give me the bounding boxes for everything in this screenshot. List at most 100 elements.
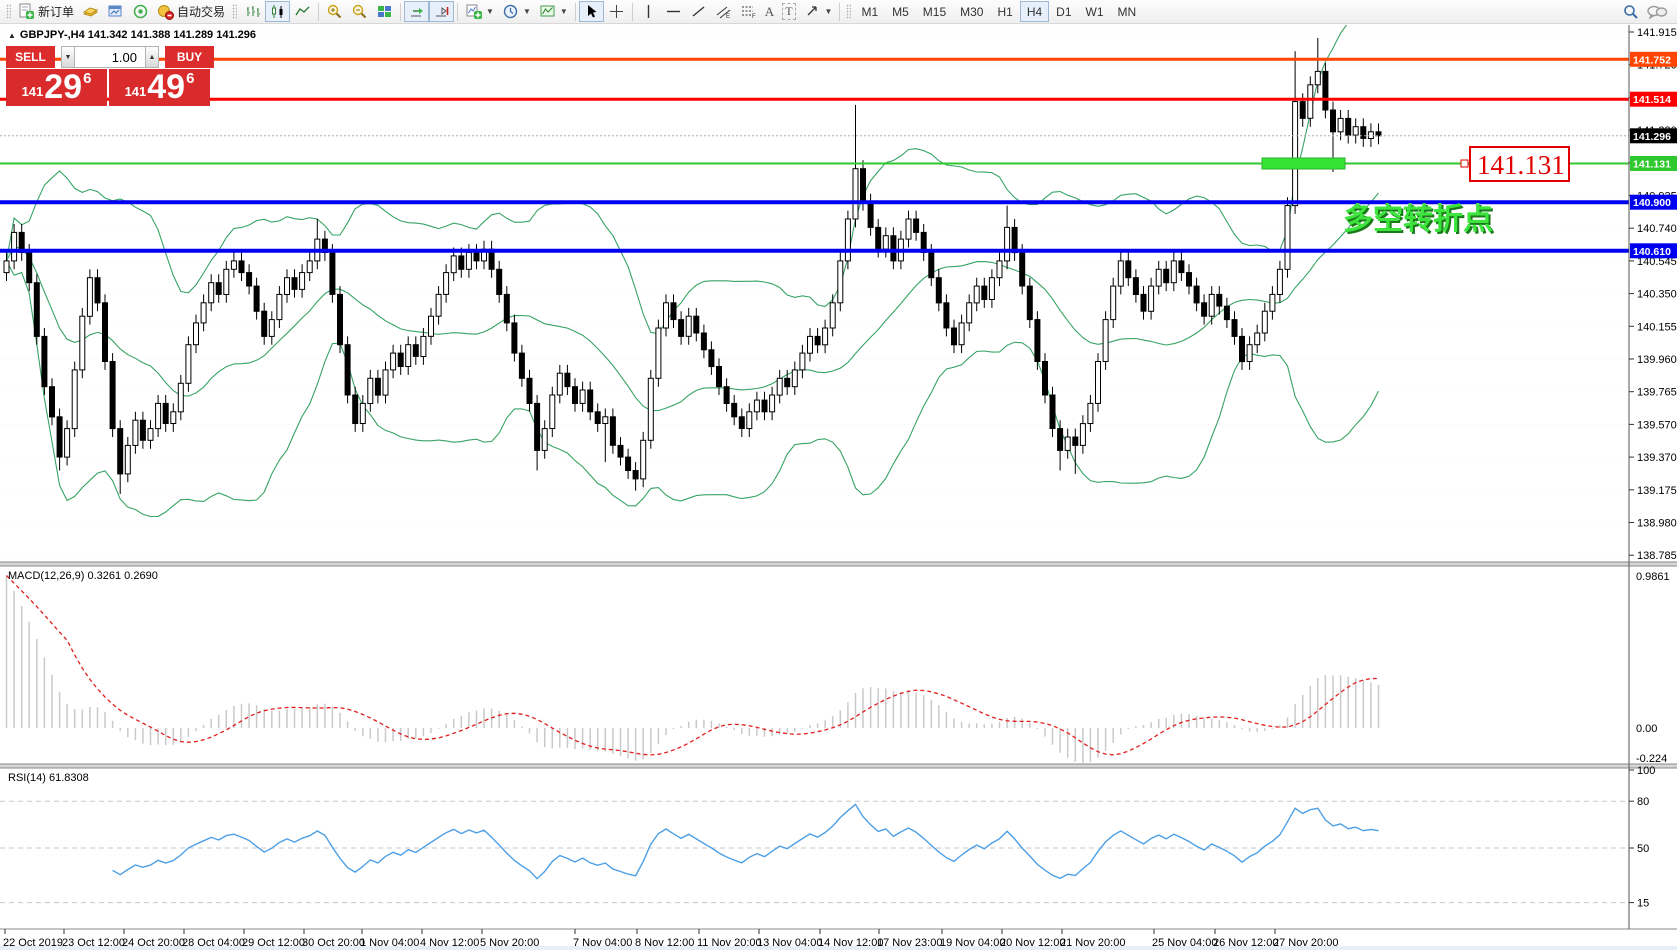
text-label-tool-icon: T [782,3,796,20]
volume-decrease-button[interactable]: ▼ [61,46,75,68]
dropdown-caret-icon: ▼ [486,7,494,16]
svg-text:多空转折点: 多空转折点 [1343,203,1493,236]
price-note-label[interactable]: 141.131 [1469,146,1570,182]
signals-button[interactable] [128,1,153,22]
book-icon [82,7,99,17]
cn-annotation-text[interactable]: 多空转折点 多空转折点 [1343,203,1495,238]
buy-button[interactable]: BUY [165,46,214,68]
y-axis-tick-label: 141.915 [1637,27,1677,39]
rsi-line [112,803,1379,880]
timeframe-button-M1[interactable]: M1 [861,4,879,19]
zoom-in-button[interactable] [322,1,347,22]
ask-price-main: 49 [147,68,186,106]
autotrading-label: 自动交易 [177,5,226,19]
price-badge-141.514: 141.514 [1630,91,1677,107]
dropdown-caret-icon: ▼ [559,7,568,16]
periods-button[interactable]: ▼ [498,1,535,22]
svg-text:141.514: 141.514 [1633,94,1671,106]
status-strip [0,946,1677,950]
price-badge-141.131: 141.131 [1630,156,1677,171]
sell-button[interactable]: SELL [6,46,55,68]
crosshair-tool-button[interactable] [604,1,629,22]
y-axis-tick-label: 139.765 [1637,387,1677,399]
svg-text:E: E [726,14,730,20]
candlestick-chart-button[interactable] [265,1,291,22]
bid-price-button[interactable]: 141 29 6 [6,69,107,106]
svg-text:F: F [752,14,756,20]
channel-tool-button[interactable]: E [711,1,736,22]
ask-price-button[interactable]: 141 49 6 [109,69,210,106]
profiles-button[interactable] [103,1,128,22]
svg-text:141.752: 141.752 [1633,54,1671,66]
timeframe-button-W1[interactable]: W1 [1085,4,1104,19]
timeframe-button-M15[interactable]: M15 [922,4,947,19]
cursor-tool-button[interactable] [578,1,604,22]
bid-price-main: 29 [44,68,83,106]
symbol-ohlc-text: GBPJPY-,H4 141.342 141.388 141.289 141.2… [19,29,256,41]
fibonacci-tool-button[interactable]: F [736,1,761,22]
chart-shift-icon [436,7,449,17]
trendline-tool-button[interactable] [686,1,711,22]
toolbar-grip[interactable] [846,4,852,19]
timeframe-button-H1[interactable]: H1 [997,4,1013,19]
equidistant-channel-icon: E [716,6,731,20]
zoom-out-button[interactable] [347,1,372,22]
bar-chart-icon [247,6,261,17]
dropdown-caret-icon: ▼ [824,7,833,16]
macd-axis-top: 0.9861 [1636,571,1670,583]
search-icon[interactable] [1622,3,1640,21]
svg-text:141.296: 141.296 [1633,131,1671,143]
line-chart-button[interactable] [290,1,315,22]
tile-windows-icon [378,6,392,17]
chart-shift-button[interactable] [429,1,455,22]
timeframe-button-MN[interactable]: MN [1117,4,1137,19]
volume-input[interactable]: 1.00 [75,46,145,68]
y-axis-tick-label: 140.155 [1637,321,1677,333]
market-watch-button[interactable] [78,1,103,22]
cursor-icon [587,5,597,18]
charts-profile-icon [108,5,122,17]
svg-text:多空转折点: 多空转折点 [1345,205,1495,238]
panel-splitter[interactable] [0,562,1677,566]
signal-icon [133,4,148,19]
tile-windows-button[interactable] [372,1,397,22]
indicators-button[interactable]: ▼ [461,1,498,22]
y-axis-tick-label: 139.370 [1637,452,1677,464]
auto-scroll-button[interactable] [404,1,430,22]
horizontal-level-lines[interactable] [0,57,1629,253]
zoom-in-icon [327,4,342,19]
text-tool-button[interactable]: A [761,1,778,22]
new-order-button[interactable]: 新订单 [14,1,78,22]
bar-chart-button[interactable] [240,1,265,22]
text-tool-icon: A [764,3,775,19]
collapse-icon[interactable]: ▲ [8,31,16,40]
vertical-line-tool-button[interactable] [636,1,661,22]
timeframe-button-D1[interactable]: D1 [1056,4,1072,19]
volume-increase-button[interactable]: ▲ [145,46,159,68]
timeframe-button-M5[interactable]: M5 [892,4,909,19]
macd-axis-zero: 0.00 [1636,723,1657,735]
templates-button[interactable]: ▼ [535,1,572,22]
timeframe-button-M30[interactable]: M30 [960,4,984,19]
y-axis-tick-label: 138.785 [1637,550,1677,562]
price-badge-140.610: 140.610 [1630,243,1677,259]
timeframe-button-H4[interactable]: H4 [1019,1,1050,22]
trendline-icon [692,6,705,17]
panel-splitter[interactable] [0,764,1677,768]
candlestick-chart-icon [272,5,283,18]
text-label-tool-button[interactable]: T [778,1,799,22]
macd-axis-bottom: -0.224 [1636,753,1667,765]
autotrading-button[interactable]: 自动交易 [153,1,229,22]
arrows-tool-button[interactable]: ▼ [800,1,837,22]
horizontal-line-tool-button[interactable] [661,1,686,22]
toolbar-grip[interactable] [6,4,11,19]
toolbar-grip[interactable] [232,4,238,19]
macd-label: MACD(12,26,9) 0.3261 0.2690 [8,570,158,582]
macd-signal-line [6,575,1379,756]
green-highlight-segment[interactable] [1261,157,1346,170]
svg-text:140.900: 140.900 [1633,197,1671,209]
bollinger-middle-band [6,192,1379,412]
chat-icon[interactable] [1646,3,1668,21]
rsi-label: RSI(14) 61.8308 [8,772,89,784]
